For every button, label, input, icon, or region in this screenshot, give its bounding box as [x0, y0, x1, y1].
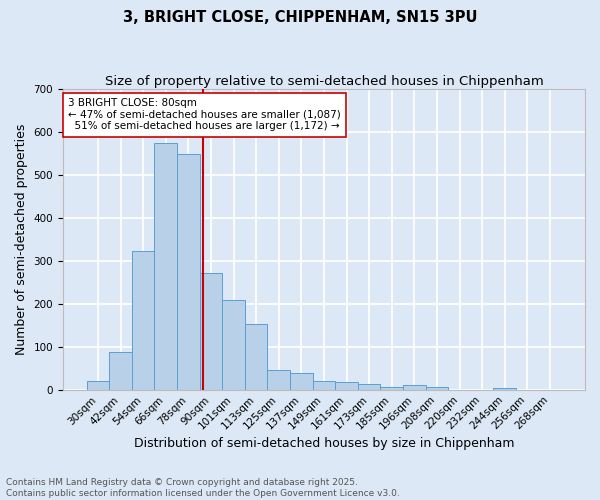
Bar	[86, 381, 109, 390]
Bar	[358, 384, 380, 390]
Bar	[109, 352, 132, 390]
Text: Contains HM Land Registry data © Crown copyright and database right 2025.
Contai: Contains HM Land Registry data © Crown c…	[6, 478, 400, 498]
Bar	[200, 273, 222, 390]
Bar	[268, 370, 290, 390]
Bar	[313, 381, 335, 390]
Bar	[335, 382, 358, 390]
Bar	[380, 387, 403, 390]
Text: 3, BRIGHT CLOSE, CHIPPENHAM, SN15 3PU: 3, BRIGHT CLOSE, CHIPPENHAM, SN15 3PU	[123, 10, 477, 25]
Bar	[403, 386, 425, 390]
Bar	[177, 154, 200, 390]
Bar	[132, 252, 154, 390]
Bar	[290, 372, 313, 390]
Bar	[222, 300, 245, 390]
Bar	[425, 387, 448, 390]
Title: Size of property relative to semi-detached houses in Chippenham: Size of property relative to semi-detach…	[104, 75, 544, 88]
Bar	[154, 143, 177, 390]
Text: 3 BRIGHT CLOSE: 80sqm
← 47% of semi-detached houses are smaller (1,087)
  51% of: 3 BRIGHT CLOSE: 80sqm ← 47% of semi-deta…	[68, 98, 341, 132]
X-axis label: Distribution of semi-detached houses by size in Chippenham: Distribution of semi-detached houses by …	[134, 437, 514, 450]
Bar	[493, 388, 516, 390]
Bar	[245, 324, 268, 390]
Y-axis label: Number of semi-detached properties: Number of semi-detached properties	[15, 124, 28, 355]
